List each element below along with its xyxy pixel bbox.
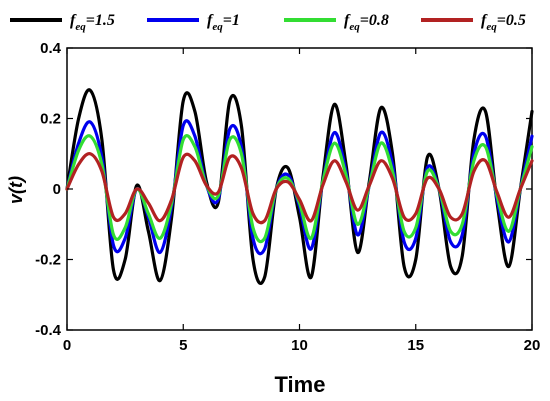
- x-ticks: 0 5 10 15 20: [63, 48, 541, 354]
- legend-label-prefix: f: [70, 12, 77, 29]
- legend-label-value: =0.5: [497, 12, 526, 29]
- y-tick-label: 0.2: [40, 111, 61, 128]
- legend-label-subscript: eq: [75, 21, 86, 33]
- y-ticks: 0.4 0.2 0 -0.2 -0.4: [35, 40, 532, 339]
- y-tick-label: -0.2: [35, 252, 61, 269]
- legend-label-3: feq=0.5: [481, 12, 526, 33]
- legend-label-1: feq=1: [207, 12, 240, 33]
- legend-label-subscript: eq: [212, 21, 223, 33]
- legend-label-0: feq=1.5: [70, 12, 115, 33]
- x-tick-label: 5: [179, 337, 187, 354]
- legend: feq=1.5 feq=1 feq=0.8 feq=0.5: [10, 12, 526, 33]
- x-tick-label: 10: [291, 337, 308, 354]
- series-line-0: [65, 88, 534, 285]
- legend-label-2: feq=0.8: [344, 12, 389, 33]
- series-line-1: [65, 119, 534, 256]
- x-tick-label: 15: [407, 337, 424, 354]
- legend-label-prefix: f: [344, 12, 351, 29]
- series-line-3: [65, 152, 534, 225]
- x-axis-label: Time: [275, 372, 326, 397]
- y-tick-label: 0: [53, 181, 61, 198]
- legend-label-value: =1: [223, 12, 240, 29]
- legend-label-value: =1.5: [86, 12, 115, 29]
- x-tick-label: 20: [524, 337, 541, 354]
- legend-label-prefix: f: [207, 12, 214, 29]
- legend-label-prefix: f: [481, 12, 488, 29]
- x-tick-label: 0: [63, 337, 71, 354]
- legend-label-subscript: eq: [349, 21, 360, 33]
- y-tick-label: 0.4: [40, 40, 62, 57]
- legend-label-subscript: eq: [486, 21, 497, 33]
- y-axis-label: v(t): [6, 176, 26, 204]
- y-tick-label: -0.4: [35, 322, 62, 339]
- legend-label-value: =0.8: [360, 12, 389, 29]
- series-group: [65, 88, 534, 285]
